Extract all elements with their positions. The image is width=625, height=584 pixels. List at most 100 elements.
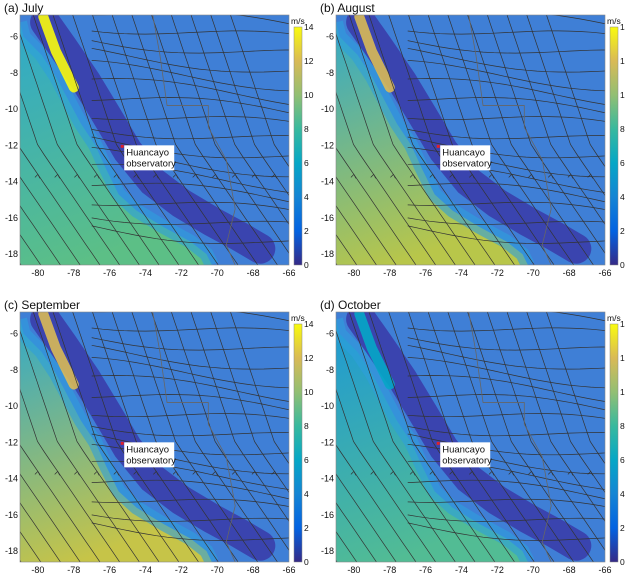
huancayo-marker	[436, 144, 440, 148]
x-tick-label: -78	[67, 565, 80, 575]
streamline	[427, 312, 555, 562]
streamline	[467, 15, 594, 265]
streamline	[336, 329, 456, 562]
streamline	[447, 312, 575, 562]
map-frame	[19, 311, 290, 563]
streamline-arrow	[231, 471, 238, 476]
y-tick-label: -8	[326, 68, 334, 78]
streamline	[91, 357, 289, 389]
y-tick-label: -14	[321, 177, 334, 187]
streamline-arrow	[133, 174, 139, 179]
streamline	[407, 479, 605, 500]
streamline	[407, 40, 605, 54]
colorbar-unit: m/s	[607, 16, 621, 26]
colorbar-tick-label: 4	[620, 489, 625, 499]
streamline	[336, 388, 437, 562]
y-tick-label: -6	[326, 32, 334, 42]
streamline-arrow	[251, 471, 258, 476]
colorbar	[293, 26, 303, 266]
colorbar-unit: m/s	[291, 313, 305, 323]
streamline	[407, 344, 605, 370]
colorbar-tick-label: 4	[620, 192, 625, 202]
streamline	[407, 337, 605, 351]
y-tick-label: -6	[10, 329, 18, 339]
streamline	[427, 15, 555, 265]
x-tick-label: -70	[211, 268, 224, 278]
streamline	[407, 312, 605, 322]
streamline-arrow	[429, 471, 436, 476]
x-tick-label: -78	[383, 565, 396, 575]
colorbar-tick-label: 6	[620, 455, 625, 465]
streamline	[0, 0, 7, 274]
streamline-arrow	[54, 471, 61, 476]
streamline-arrow	[231, 174, 238, 179]
streamline	[131, 15, 259, 265]
ocean-region	[336, 312, 528, 562]
coastal-jet	[354, 312, 395, 390]
streamline-arrow	[547, 174, 554, 179]
streamline-arrow	[567, 174, 574, 179]
streamline	[20, 32, 140, 265]
station-label-line1: Huancayo	[126, 444, 169, 455]
streamline-arrow	[54, 174, 61, 179]
streamline	[348, 312, 476, 562]
streamline	[407, 47, 605, 73]
streamline	[407, 201, 605, 210]
streamline-arrow	[153, 174, 159, 179]
streamline	[407, 357, 605, 389]
colorbar-tick-label: 4	[304, 192, 309, 202]
streamline	[151, 15, 278, 265]
streamline	[91, 15, 289, 25]
map-frame	[335, 311, 606, 563]
streamline	[407, 426, 605, 437]
streamline-arrow	[429, 174, 436, 179]
streamline-arrow	[212, 471, 218, 476]
x-tick-label: -80	[347, 565, 360, 575]
streamline	[407, 60, 605, 92]
streamline	[0, 272, 7, 571]
colorbar-tick-label: 0	[304, 260, 309, 270]
colorbar-tick-label: 10	[620, 387, 625, 397]
streamline	[32, 312, 160, 562]
panel-title: (d) October	[320, 298, 381, 312]
streamline-arrow	[312, 471, 317, 475]
streamline-arrow	[172, 471, 179, 476]
y-tick-label: -16	[5, 213, 18, 223]
streamline-arrow	[113, 174, 120, 179]
huancayo-marker	[436, 441, 440, 445]
colorbar-tick-label: 12	[304, 56, 314, 66]
colorbar-tick-label: 14	[620, 22, 625, 32]
streamline-arrow	[449, 174, 455, 179]
station-label-box	[440, 442, 491, 468]
streamline	[91, 97, 289, 114]
huancayo-marker	[120, 441, 124, 445]
coastal-band	[20, 317, 219, 562]
streamline	[91, 327, 289, 332]
y-tick-label: -10	[321, 401, 334, 411]
streamline	[407, 30, 605, 35]
streamline-arrow	[251, 174, 258, 179]
streamline	[91, 498, 289, 507]
streamline	[91, 116, 289, 122]
streamline	[32, 15, 160, 265]
coastal-band	[336, 317, 535, 562]
y-tick-label: -14	[5, 177, 18, 187]
streamline	[336, 147, 417, 265]
streamline	[407, 375, 605, 402]
streamline	[91, 225, 289, 244]
streamline-arrow	[409, 471, 416, 476]
y-tick-label: -6	[10, 32, 18, 42]
x-tick-label: -74	[139, 565, 152, 575]
map-area	[0, 0, 289, 274]
colorbar-tick-label: 12	[620, 353, 625, 363]
streamline	[91, 479, 289, 500]
y-tick-label: -16	[321, 213, 334, 223]
streamline	[407, 97, 605, 114]
streamline-arrow	[93, 174, 100, 179]
streamline-arrow	[74, 174, 80, 179]
streamline	[91, 514, 289, 522]
streamline-arrow	[370, 471, 377, 476]
streamline-arrow	[350, 174, 357, 179]
